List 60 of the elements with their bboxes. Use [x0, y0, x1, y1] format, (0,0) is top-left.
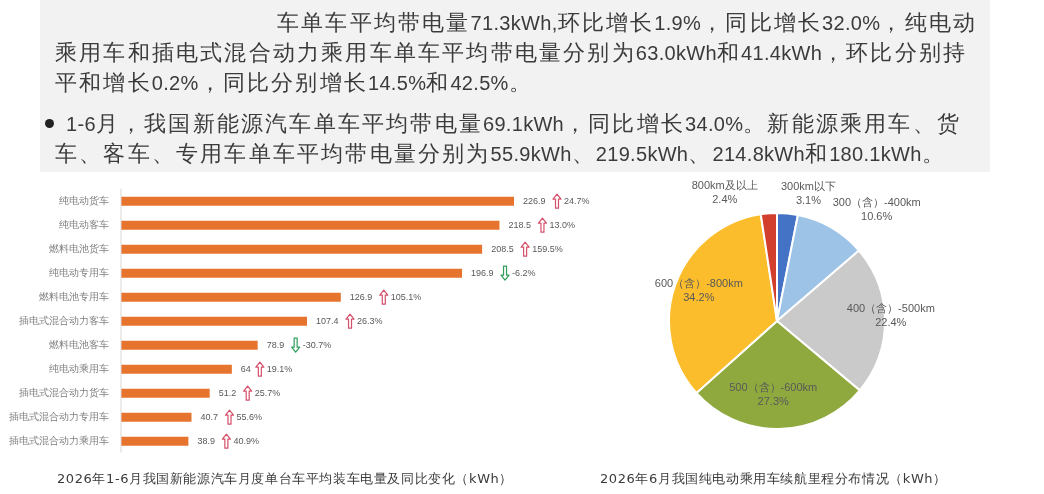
bar: [121, 340, 258, 350]
y-tick-label: 燃料电池客车: [49, 339, 109, 351]
data-label: 107.4: [316, 316, 339, 327]
data-label: 196.9: [471, 268, 494, 279]
annotation: 105.1%: [390, 292, 422, 303]
bar: [121, 316, 308, 326]
text: 1-6月，我国新能源汽车单车平均带电量69.1kWh，同比增长34.0%。新能源乘用车、货车、客车、专用车单车平均带电量分别为55.9kWh、219.5kWh、214.8kWh和180.1kWh。: [55, 110, 962, 166]
annotation: 25.7%: [254, 388, 281, 399]
y-tick-label: 燃料电池货车: [49, 243, 109, 255]
y-tick-label: 纯电动专用车: [49, 267, 109, 279]
slice-label: 400（含）-500km: [846, 302, 935, 315]
data-label: 78.9: [266, 340, 285, 351]
y-tick-label: 纯电动乘用车: [49, 363, 109, 375]
annotation: 40.9%: [233, 436, 259, 447]
y-tick-label: 插电式混合动力客车: [19, 315, 109, 327]
data-label: 22.4%: [875, 316, 907, 329]
annotation: -30.7%: [302, 340, 332, 351]
data-label: 34.2%: [683, 290, 715, 303]
data-label: 218.5: [508, 220, 531, 231]
bar: [121, 220, 500, 230]
y-tick-label: 插电式混合动力乘用车: [9, 435, 109, 447]
y-tick-label: 插电式混合动力专用车: [9, 411, 109, 423]
data-label: 64: [240, 364, 251, 375]
text: 2026年6月我国纯电动乘用车续航里程分布情况（kWh）: [600, 470, 947, 488]
y-tick-label: 纯电动货车: [59, 195, 109, 207]
slice-label: 600（含）-800km: [654, 276, 743, 289]
text: 2026年1-6月我国新能源汽车月度单台车平均装车电量及同比变化（kWh）: [55, 470, 515, 488]
bar: [121, 412, 192, 422]
slice-label: 300km以下: [780, 179, 836, 192]
text: 车单车平均带电量71.3kWh,环比增长1.9%，同比增长32.0%，纯电动乘用车和插电式混合动力乘用车单车平均带电量分别为63.0kWh和41.4kWh，环比分别持平和增长0.2%，同比分别增长14.5%和42.5%。: [55, 9, 978, 95]
bar: [121, 436, 189, 446]
data-label: 3.1%: [795, 193, 822, 206]
bar: [121, 388, 210, 398]
text: 13.0%: [549, 220, 575, 231]
y-tick-label: 燃料电池专用车: [39, 291, 109, 303]
y-tick-label: 插电式混合动力货车: [19, 387, 109, 399]
bar: [121, 364, 232, 374]
text: 159.5%: [532, 244, 563, 255]
annotation: 19.1%: [266, 364, 293, 375]
text: 24.7%: [564, 196, 590, 207]
data-label: 226.9: [523, 196, 546, 207]
bar: [121, 292, 341, 302]
data-label: 208.5: [491, 244, 514, 255]
bar: [121, 196, 514, 206]
slice-label: 800km及以上: [691, 179, 758, 192]
data-label: 27.3%: [757, 394, 790, 407]
y-tick-label: 纯电动客车: [59, 219, 109, 231]
bar: [121, 268, 463, 278]
annotation: -6.2%: [512, 268, 536, 279]
bar: [121, 244, 483, 254]
data-label: 38.9: [197, 436, 215, 447]
slice-label: 500（含）-600km: [729, 380, 818, 393]
data-label: 40.7: [200, 412, 219, 423]
data-label: 126.9: [349, 292, 373, 303]
data-label: 2.4%: [712, 193, 738, 206]
data-label: 51.2: [218, 388, 237, 399]
data-label: 10.6%: [861, 209, 893, 222]
annotation: 55.6%: [236, 412, 263, 423]
annotation: 26.3%: [357, 316, 383, 327]
slice-label: 300（含）-400km: [832, 195, 921, 208]
